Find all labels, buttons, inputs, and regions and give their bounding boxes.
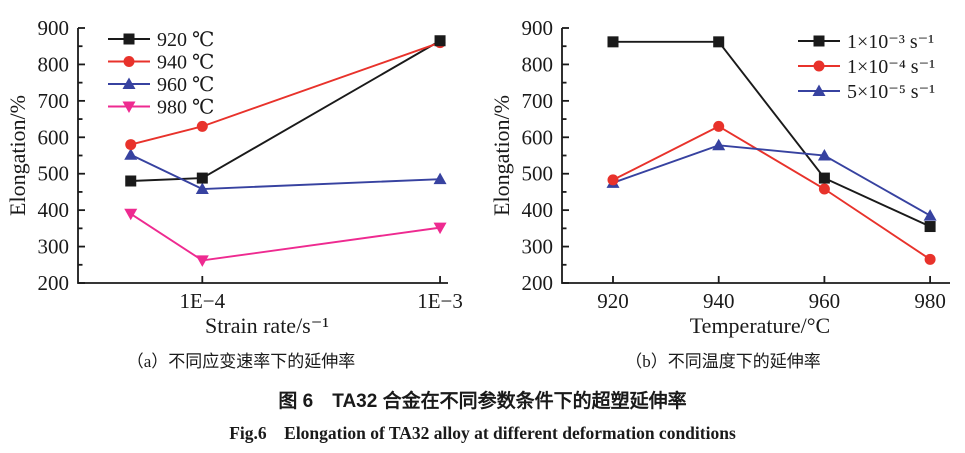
y-tick-label: 800 [522,52,554,76]
x-axis-title: Temperature/°C [690,313,830,338]
x-tick-label: 1E−4 [179,289,225,313]
y-tick-label: 600 [38,125,70,149]
chart-a-canvas: 200 300 400 500 600 700 800 900 1E−4 1E−3 Strain r… [8,16,463,338]
series-line [612,125,931,261]
series-group [606,36,937,265]
y-tick-label: 900 [522,16,554,40]
legend-marker [122,77,136,89]
data-point-marker [195,182,209,195]
y-axis-title: Elongation/% [492,95,514,216]
series-line [130,212,441,262]
legend-label: 980 ℃ [157,97,214,119]
y-tick-label: 300 [522,235,554,259]
legend-label: 940 ℃ [157,52,214,74]
data-point-marker [124,148,138,160]
data-point-marker [195,255,209,267]
data-point-marker [434,35,446,47]
data-point-marker [196,120,208,132]
x-tick-label: 980 [914,289,946,313]
legend-marker [123,33,135,45]
data-point-marker [818,183,830,195]
y-tick-label: 800 [38,52,70,76]
data-point-marker [124,208,138,221]
charts-row: 200 300 400 500 600 700 800 900 1E−4 1E−3 Strain r… [0,5,964,372]
series-line [613,40,931,228]
y-tick-label: 500 [522,162,554,186]
data-point-marker [713,36,725,48]
legend-label: 1×10⁻⁴ s⁻¹ [847,56,935,78]
data-point-marker [125,139,137,151]
x-tick-label: 960 [809,289,841,313]
y-tick-label: 400 [38,198,70,222]
series-line [612,144,931,217]
data-point-marker [125,175,137,187]
y-axis-title: Elongation/% [8,95,30,216]
legend-marker [122,101,136,113]
data-point-marker [433,172,447,185]
data-point-marker [817,149,831,161]
legend-label: 920 ℃ [157,29,214,51]
legend-marker [813,60,825,72]
data-point-marker [818,172,830,184]
y-tick-label: 900 [38,16,70,40]
x-tick-label: 1E−3 [417,289,463,313]
x-tick-label: 940 [703,289,735,313]
legend-label: 1×10⁻³ s⁻¹ [847,31,934,53]
legend [108,33,150,113]
axes [561,27,950,284]
y-tick-label: 500 [38,162,70,186]
y-tick-label: 700 [522,89,554,113]
y-tick-label: 600 [522,125,554,149]
chart-b-figure: 200 300 400 500 600 700 800 900 920 940 960 980 Temp… [482,5,964,372]
chart-b-canvas: 200 300 400 500 600 700 800 900 920 940 960 980 Temp… [492,16,950,338]
data-point-marker [713,120,725,132]
chart-b-subcaption: （b）不同温度下的延伸率 [625,352,821,371]
legend [798,35,840,96]
data-point-marker [924,253,936,265]
chart-a-subcaption: （a）不同应变速率下的延伸率 [126,352,356,371]
figure-caption-cn: 图 6 TA32 合金在不同参数条件下的超塑延伸率 [278,391,687,412]
legend-label: 5×10⁻⁵ s⁻¹ [847,81,935,103]
data-point-marker [712,138,726,151]
data-point-marker [433,222,447,235]
chart-a-figure: 200 300 400 500 600 700 800 900 1E−4 1E−3 Strain r… [0,5,482,372]
series-group [124,35,447,267]
legend-marker [812,84,826,96]
y-tick-label: 700 [38,89,70,113]
legend-label: 960 ℃ [157,74,214,96]
series-line [130,153,441,190]
figure-caption-en: Fig.6 Elongation of TA32 alloy at differ… [229,423,736,443]
data-point-marker [924,221,936,233]
y-tick-label: 200 [38,271,70,295]
data-point-marker [607,36,619,48]
data-point-marker [196,172,208,184]
legend-marker [123,56,135,67]
y-tick-label: 200 [522,271,554,295]
x-tick-label: 920 [597,289,629,313]
x-axis-title: Strain rate/s⁻¹ [205,313,329,338]
data-point-marker [923,209,937,221]
legend-marker [813,35,825,47]
y-tick-label: 300 [38,235,70,259]
y-tick-label: 400 [522,198,554,222]
data-point-marker [607,174,619,186]
axes [77,27,448,284]
